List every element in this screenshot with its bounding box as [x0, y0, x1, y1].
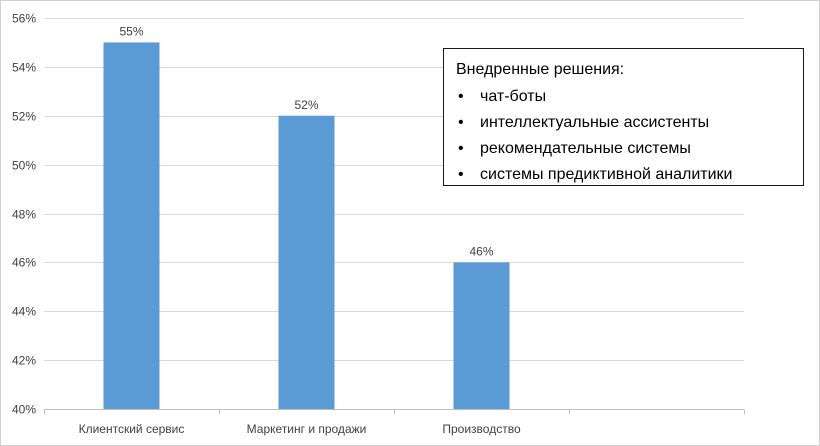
bullet-icon: •: [458, 166, 464, 183]
annotation-item-text: интеллектуальные ассистенты: [480, 114, 710, 131]
annotation-item-text: рекомендательные системы: [480, 140, 691, 157]
bar: [103, 42, 160, 409]
y-tick-label: 52%: [12, 110, 36, 124]
data-labels: 55% 52% 46%: [119, 24, 493, 258]
bar: [278, 115, 335, 409]
y-tick-label: 40%: [12, 403, 36, 417]
data-label: 46%: [469, 244, 493, 258]
y-tick-label: 48%: [12, 208, 36, 222]
annotation-item: • чат-боты: [456, 84, 791, 110]
x-category-label: Маркетинг и продажи: [247, 422, 367, 436]
y-axis-tick-labels: 40% 42% 44% 46% 48% 50% 52% 54% 56%: [12, 12, 36, 417]
annotation-item-text: чат-боты: [480, 88, 547, 105]
annotation-item: • системы предиктивной аналитики: [456, 162, 791, 188]
bullet-icon: •: [458, 88, 464, 105]
solutions-annotation-box: Внедренные решения: • чат-боты • интелле…: [443, 48, 804, 186]
annotation-item-text: системы предиктивной аналитики: [480, 166, 733, 183]
annotation-title: Внедренные решения:: [456, 61, 625, 78]
y-tick-label: 46%: [12, 256, 36, 270]
bullet-icon: •: [458, 140, 464, 157]
annotation-list: • чат-боты • интеллектуальные ассистенты…: [456, 84, 791, 188]
bullet-icon: •: [458, 114, 464, 131]
x-category-label: Производство: [442, 422, 521, 436]
data-label: 52%: [294, 98, 318, 112]
x-axis: Клиентский сервис Маркетинг и продажи Прои…: [44, 409, 745, 436]
y-tick-label: 44%: [12, 305, 36, 319]
y-tick-label: 42%: [12, 354, 36, 368]
bars: [103, 42, 510, 409]
annotation-item: • рекомендательные системы: [456, 136, 791, 162]
x-category-label: Клиентский сервис: [79, 422, 185, 436]
y-tick-label: 50%: [12, 159, 36, 173]
bar: [453, 262, 510, 409]
data-label: 55%: [119, 24, 143, 38]
y-tick-label: 54%: [12, 61, 36, 75]
y-tick-label: 56%: [12, 12, 36, 26]
annotation-item: • интеллектуальные ассистенты: [456, 110, 791, 136]
